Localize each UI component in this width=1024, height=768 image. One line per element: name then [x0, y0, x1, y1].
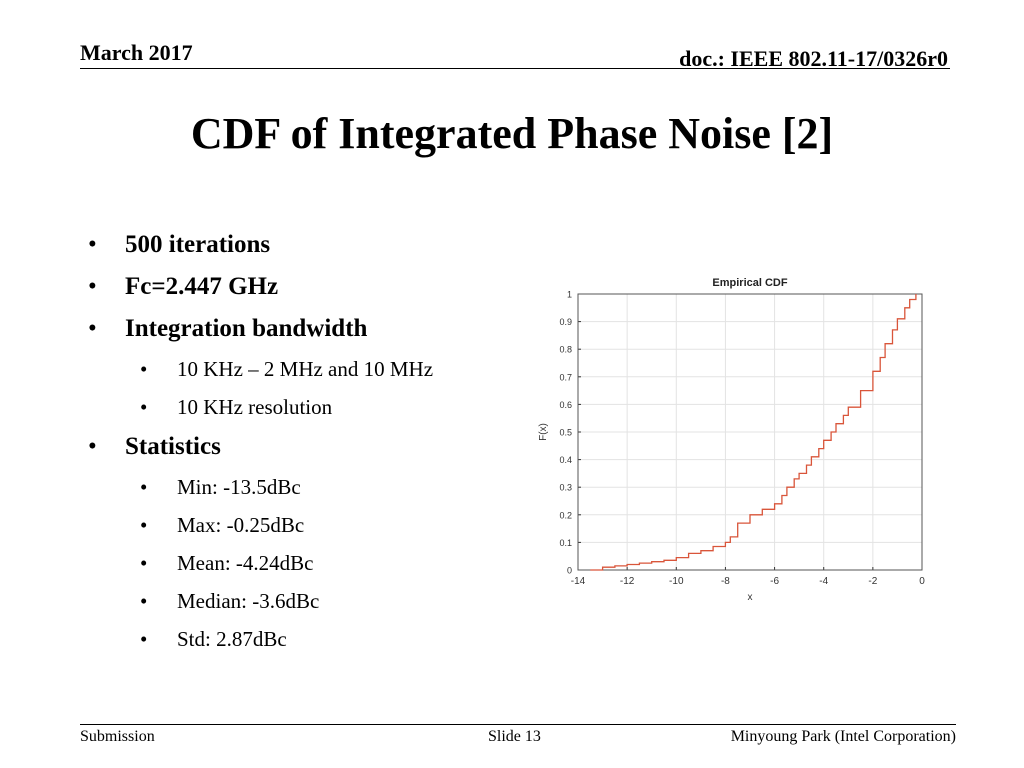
slide-title: CDF of Integrated Phase Noise [2]: [190, 109, 834, 158]
bullet-dot: •: [140, 627, 148, 651]
bullet-list: • 500 iterations • Fc=2.447 GHz • Integrati…: [88, 228, 518, 662]
bullet-item: • Fc=2.447 GHz: [88, 270, 518, 312]
y-tick-label: 0.7: [559, 372, 572, 382]
y-tick-label: 0.2: [559, 510, 572, 520]
cdf-chart-svg: -14 -12 -10 -8 -6 -4 -2 0 0 0.1 0.2 0.3 0.4 0.5 0.6 0.7…: [538, 277, 925, 603]
sub-bullet-item: • Median: -3.6dBc: [88, 586, 518, 624]
bullet-text: Integration bandwidth: [125, 315, 368, 342]
bullet-dot: •: [140, 551, 148, 575]
x-tick-label: -10: [669, 576, 684, 587]
bullet-dot: •: [140, 589, 148, 613]
y-tick-label: 0.6: [559, 400, 572, 410]
footer-slide-number: Slide 13: [488, 728, 541, 745]
bullet-dot: •: [140, 357, 148, 381]
y-axis-label: F(x): [538, 423, 549, 441]
bullet-dot: •: [140, 475, 148, 499]
sub-bullet-item: • Max: -0.25dBc: [88, 510, 518, 548]
plot-frame: [577, 293, 923, 571]
x-tick-label: -2: [868, 576, 877, 587]
header-rule: [80, 68, 950, 69]
sub-bullet-item: • 10 KHz – 2 MHz and 10 MHz: [88, 354, 518, 392]
bullet-dot: •: [140, 395, 148, 419]
bullet-dot: •: [88, 231, 97, 258]
sub-bullet-item: • 10 KHz resolution: [88, 392, 518, 430]
sub-bullet-text: Median: -3.6dBc: [177, 589, 320, 613]
sub-bullet-text: Std: 2.87dBc: [177, 627, 287, 651]
y-tick-label: 0.3: [559, 483, 572, 493]
cdf-series-line: [590, 294, 917, 571]
bullet-dot: •: [88, 273, 97, 300]
y-tick-label: 0.9: [559, 317, 572, 327]
sub-bullet-text: Max: -0.25dBc: [177, 513, 305, 537]
y-tick-label: 0.8: [559, 345, 572, 355]
x-tick-label: -8: [721, 576, 730, 587]
y-tick-label: 0.1: [559, 538, 572, 548]
sub-bullet-item: • Mean: -4.24dBc: [88, 548, 518, 586]
y-tick-label: 1: [567, 290, 572, 300]
x-tick-label: -6: [770, 576, 779, 587]
bullet-item: • Statistics: [88, 430, 518, 472]
x-tick-label: 0: [919, 576, 925, 587]
y-tick-label: 0.4: [559, 455, 572, 465]
footer-author: Minyoung Park (Intel Corporation): [730, 728, 956, 745]
footer-rule: [80, 724, 956, 725]
bullet-dot: •: [88, 433, 97, 460]
bullet-item: • 500 iterations: [88, 228, 518, 270]
bullet-text: Fc=2.447 GHz: [125, 273, 279, 300]
sub-bullet-text: 10 KHz resolution: [177, 395, 333, 419]
x-tick-label: -12: [620, 576, 635, 587]
bullet-dot: •: [140, 513, 148, 537]
bullet-dot: •: [88, 315, 97, 342]
sub-bullet-text: Min: -13.5dBc: [177, 475, 301, 499]
x-axis-label: x: [748, 592, 753, 603]
header-doc-id: doc.: IEEE 802.11-17/0326r0: [679, 46, 948, 71]
bullet-item: • Integration bandwidth: [88, 312, 518, 354]
bullet-text: Statistics: [125, 433, 221, 460]
y-tick-label: 0.5: [559, 428, 572, 438]
header-date: March 2017: [80, 40, 193, 65]
sub-bullet-text: Mean: -4.24dBc: [177, 551, 314, 575]
sub-bullet-item: • Min: -13.5dBc: [88, 472, 518, 510]
x-tick-label: -4: [819, 576, 828, 587]
sub-bullet-item: • Std: 2.87dBc: [88, 624, 518, 662]
footer-submission: Submission: [80, 728, 155, 745]
bullet-text: 500 iterations: [125, 231, 271, 258]
chart-title: Empirical CDF: [712, 277, 787, 289]
cdf-chart: -14 -12 -10 -8 -6 -4 -2 0 0 0.1 0.2 0.3 0.4 0.5 0.6 0.7…: [530, 272, 940, 607]
y-tick-label: 0: [567, 566, 572, 576]
sub-bullet-text: 10 KHz – 2 MHz and 10 MHz: [177, 357, 434, 381]
x-tick-label: -14: [571, 576, 586, 587]
